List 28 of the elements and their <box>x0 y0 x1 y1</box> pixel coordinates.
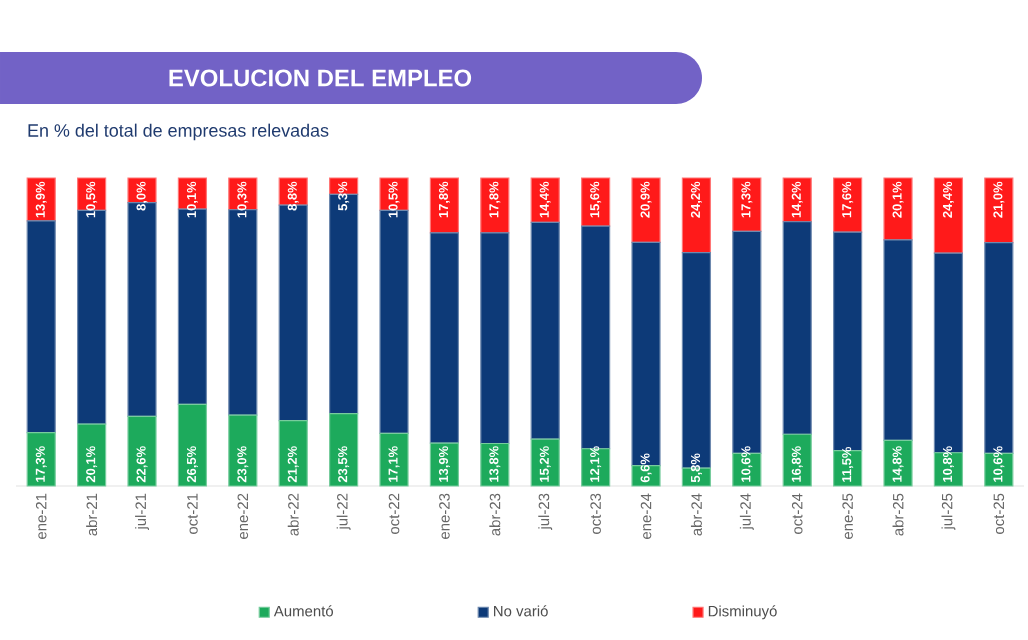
bar <box>782 433 812 487</box>
bar <box>26 432 56 487</box>
bar <box>631 177 661 243</box>
bar <box>278 420 308 487</box>
bar <box>177 403 208 487</box>
bar <box>681 177 712 254</box>
bar <box>228 414 258 487</box>
bar <box>429 177 460 234</box>
bar <box>833 177 863 233</box>
bar <box>329 413 359 487</box>
bar <box>530 221 560 440</box>
bar <box>379 432 409 487</box>
chart-title: EVOLUCION DEL EMPLEO <box>169 69 472 87</box>
bar <box>883 439 913 487</box>
bar <box>782 221 812 435</box>
bar <box>77 423 107 487</box>
bar <box>883 177 913 241</box>
bar <box>581 448 611 487</box>
chart-subtitle: En % del total de empresas relevadas <box>28 123 329 141</box>
bar <box>480 232 510 445</box>
bar <box>883 239 913 442</box>
bar <box>581 225 611 450</box>
bar <box>429 232 460 444</box>
bar <box>26 220 56 434</box>
bar <box>933 177 964 254</box>
bar <box>732 177 762 232</box>
bar <box>984 177 1014 244</box>
bar <box>127 415 157 487</box>
